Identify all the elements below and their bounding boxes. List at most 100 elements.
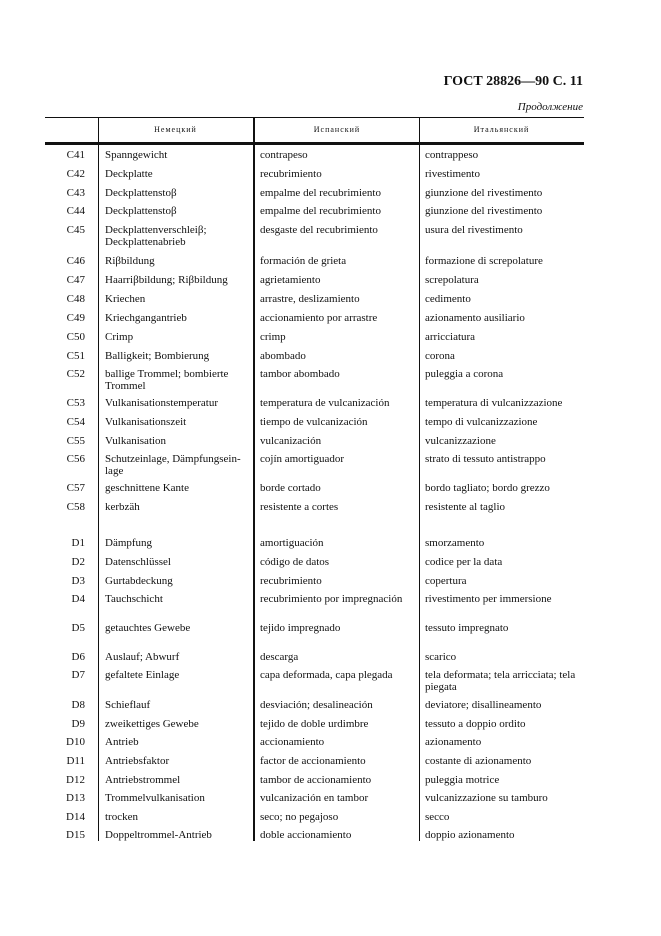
spanish-term: formación de grieta (260, 255, 347, 267)
italian-term: vulcanizzazione su tamburo (425, 792, 548, 804)
german-term: trocken (105, 811, 138, 823)
spanish-term: doble accionamiento (260, 829, 352, 841)
spanish-term: factor de accionamiento (260, 755, 366, 767)
italian-term: rivestimento per immersione (425, 593, 552, 605)
spanish-term: accionamiento (260, 736, 325, 748)
spanish-term: tejido impregnado (260, 622, 341, 634)
italian-term: vulcanizzazione (425, 435, 496, 447)
term-code: D9 (71, 718, 85, 730)
italian-term: doppio azionamento (425, 829, 515, 841)
spanish-term: recubrimiento por impregnación (260, 593, 403, 605)
term-code: C56 (66, 453, 85, 465)
italian-term: smorzamento (425, 537, 485, 549)
german-term: Deckplattenstoβ (105, 187, 177, 199)
german-term: Datenschlüssel (105, 556, 171, 568)
spanish-term: empalme del recubrimiento (260, 187, 381, 199)
spanish-term: contrapeso (260, 149, 308, 161)
italian-term: copertura (425, 575, 467, 587)
italian-term: tempo di vulcanizzazione (425, 416, 538, 428)
spanish-term: temperatura de vulcanización (260, 397, 390, 409)
term-code: C48 (66, 293, 85, 305)
spanish-term: recubrimiento (260, 168, 322, 180)
german-term: Schutzeinlage, Dämpfungsein-lage (105, 453, 241, 477)
italian-term: tela deformata; tela arricciata; tela pi… (425, 669, 576, 693)
spanish-term: cojín amortiguador (260, 453, 345, 465)
italian-term: azionamento (425, 736, 482, 748)
spanish-term: tambor de accionamiento (260, 774, 372, 786)
italian-term: scarico (425, 651, 457, 663)
german-term: Antriebstrommel (105, 774, 181, 786)
italian-term: arricciatura (425, 331, 476, 343)
term-code: D3 (71, 575, 85, 587)
german-term: Vulkanisationstemperatur (105, 397, 218, 409)
spanish-term: seco; no pegajoso (260, 811, 339, 823)
term-code: D11 (66, 755, 85, 767)
italian-term: resistente al taglio (425, 501, 506, 513)
term-code: C55 (66, 435, 85, 447)
term-code: D4 (71, 593, 85, 605)
spanish-term: capa deformada, capa plegada (260, 669, 393, 681)
spanish-term: desgaste del recubrimiento (260, 224, 378, 236)
term-code: D14 (66, 811, 85, 823)
column-divider (419, 118, 420, 841)
italian-term: screpolatura (425, 274, 479, 286)
term-code: C45 (66, 224, 85, 236)
term-code: C51 (66, 350, 85, 362)
term-code: D8 (71, 699, 85, 711)
german-term: Vulkanisation (105, 435, 167, 447)
german-term: Trommelvulkanisation (105, 792, 205, 804)
italian-term: tessuto impregnato (425, 622, 509, 634)
italian-term: contrappeso (425, 149, 479, 161)
spanish-term: borde cortado (260, 482, 321, 494)
german-term: Deckplattenstoβ (105, 205, 177, 217)
german-term: Gurtabdeckung (105, 575, 173, 587)
italian-term: azionamento ausiliario (425, 312, 525, 324)
german-term: Antrieb (105, 736, 139, 748)
german-term: Auslauf; Abwurf (105, 651, 180, 663)
terms-table: Немецкий Испанский Итальянский C41 Spanng… (45, 117, 584, 841)
german-term: Dämpfung (105, 537, 153, 549)
term-code: D15 (66, 829, 85, 841)
spanish-term: accionamiento por arrastre (260, 312, 378, 324)
spanish-term: desviación; desalineación (260, 699, 373, 711)
term-code: C53 (66, 397, 85, 409)
german-term: geschnittene Kante (105, 482, 189, 494)
term-code: D1 (71, 537, 85, 549)
italian-term: corona (425, 350, 455, 362)
italian-term: giunzione del rivestimento (425, 187, 543, 199)
continuation-label: Продолжение (517, 101, 583, 113)
german-term: Haarriβbildung; Riβbildung (105, 274, 228, 286)
term-code: D6 (71, 651, 85, 663)
spanish-term: código de datos (260, 556, 330, 568)
german-term: Deckplattenverschleiβ; Deckplattenabrieb (105, 224, 207, 248)
term-code: C52 (66, 368, 85, 380)
german-term: zweikettiges Gewebe (105, 718, 199, 730)
german-term: gefaltete Einlage (105, 669, 180, 681)
german-term: Doppeltrommel-Antrieb (105, 829, 212, 841)
italian-term: costante di azionamento (425, 755, 532, 767)
spanish-term: resistente a cortes (260, 501, 339, 513)
german-term: Kriechgangantrieb (105, 312, 187, 324)
german-term: Schieflauf (105, 699, 151, 711)
spanish-term: tambor abombado (260, 368, 340, 380)
term-code: C44 (66, 205, 85, 217)
italian-term: tessuto a doppio ordito (425, 718, 526, 730)
italian-term: deviatore; disallineamento (425, 699, 542, 711)
spanish-term: tiempo de vulcanización (260, 416, 368, 428)
spanish-term: descarga (260, 651, 299, 663)
german-term: Deckplatte (105, 168, 153, 180)
german-term: Crimp (105, 331, 134, 343)
spanish-term: vulcanización en tambor (260, 792, 369, 804)
german-term: Riβbildung (105, 255, 155, 267)
spanish-term: arrastre, deslizamiento (260, 293, 360, 305)
spanish-term: empalme del recubrimiento (260, 205, 381, 217)
italian-term: cedimento (425, 293, 471, 305)
page-header: ГОСТ 28826—90 С. 11 (443, 74, 583, 89)
term-code: D2 (71, 556, 85, 568)
term-code: D13 (66, 792, 85, 804)
italian-term: puleggia motrice (425, 774, 500, 786)
spanish-term: abombado (260, 350, 306, 362)
term-code: D12 (66, 774, 85, 786)
term-code: D5 (71, 622, 85, 634)
italian-term: puleggia a corona (425, 368, 504, 380)
